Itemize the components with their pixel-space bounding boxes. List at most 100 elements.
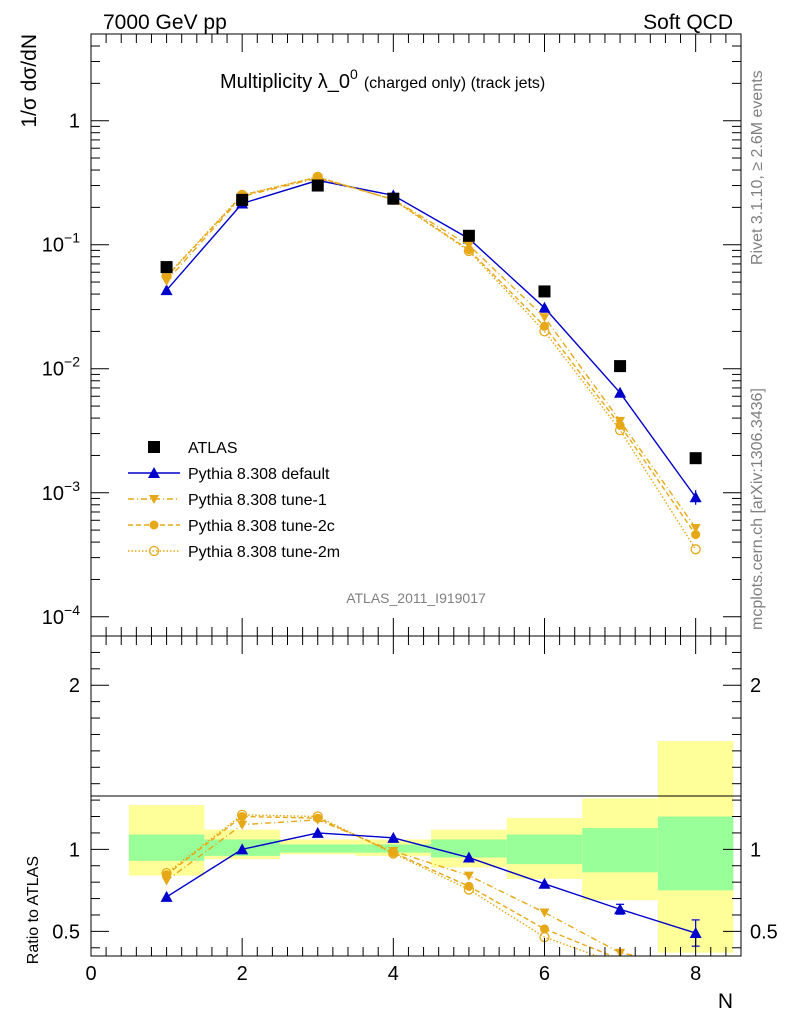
lower-axis-ticks <box>90 636 741 956</box>
ratio-point <box>539 924 549 934</box>
upper-ylabel: 1/σ dσ/dN <box>18 34 41 128</box>
ratio-point <box>463 884 475 895</box>
data-point <box>691 530 701 540</box>
data-point <box>539 326 550 337</box>
legend-label: Pythia 8.308 tune-2m <box>188 544 340 561</box>
ratio-tick-label-right: 1 <box>750 839 761 861</box>
data-point <box>538 301 551 313</box>
ratio-point <box>538 877 551 889</box>
y-tick-label: 10−1 <box>42 230 80 257</box>
legend-marker <box>148 467 160 478</box>
legend-marker <box>149 495 159 504</box>
mcplots-label: mcplots.cern.ch [arXiv:1306.3436] <box>749 388 766 630</box>
analysis-id: ATLAS_2011_I919017 <box>346 590 486 606</box>
data-point <box>387 192 400 205</box>
ratio-point <box>160 890 173 902</box>
ratio-point <box>539 908 550 918</box>
lower-tick-labels: 0.5 0.5 1 1 2 2 0 2 4 6 8 <box>52 675 778 985</box>
data-point <box>690 544 701 555</box>
energy-label: 7000 GeV pp <box>103 11 227 34</box>
ratio-tick-label: 0.5 <box>52 921 80 943</box>
upper-y-tick-labels: 1 10−1 10−2 10−3 10−4 <box>42 111 80 629</box>
lower-series-layer <box>160 809 702 956</box>
band-green <box>128 834 205 861</box>
title-small: (charged only) (track jets) <box>364 75 545 92</box>
ratio-point <box>311 826 324 838</box>
ratio-tick-label: 1 <box>69 839 80 861</box>
ratio-line <box>166 832 696 934</box>
legend: ATLAS Pythia 8.308 default Pythia 8.308 tu… <box>128 440 340 561</box>
upper-axis-ticks <box>90 33 741 636</box>
x-tick-label: 6 <box>539 963 550 985</box>
legend-label: ATLAS <box>188 440 238 457</box>
data-point <box>160 284 173 296</box>
ratio-tick-label: 2 <box>69 675 80 697</box>
legend-entry: Pythia 8.308 default <box>128 466 330 483</box>
rivet-label: Rivet 3.1.10, ≥ 2.6M events <box>749 70 766 265</box>
band-green <box>506 834 583 865</box>
x-tick-label: 2 <box>237 963 248 985</box>
ratio-point <box>237 809 248 821</box>
ratio-line <box>166 815 614 956</box>
x-tick-label: 0 <box>85 963 96 985</box>
data-point <box>462 229 475 242</box>
legend-entry: Pythia 8.308 tune-2m <box>128 544 340 561</box>
ratio-line <box>166 819 641 956</box>
data-point <box>313 172 323 182</box>
ratio-point <box>237 820 248 830</box>
y-tick-label: 10−3 <box>42 478 80 505</box>
x-axis-label: N <box>718 990 733 1013</box>
band-green <box>657 816 734 891</box>
data-point <box>614 424 626 436</box>
series-line <box>166 179 697 498</box>
y-tick-label: 1 <box>69 111 80 133</box>
band-green <box>279 844 356 853</box>
series-line <box>166 177 697 529</box>
x-tick-label: 8 <box>690 963 701 985</box>
data-point <box>689 452 702 465</box>
data-point <box>690 523 701 533</box>
process-label: Soft QCD <box>643 11 733 34</box>
legend-label: Pythia 8.308 tune-1 <box>188 492 327 509</box>
data-point <box>160 261 173 274</box>
title-sup: 0 <box>350 66 358 82</box>
uncertainty-bands <box>128 741 734 953</box>
data-point <box>162 272 172 282</box>
y-tick-label: 10−2 <box>42 354 80 381</box>
ratio-point <box>463 871 474 881</box>
ratio-point <box>161 867 172 879</box>
title-main: Multiplicity λ_0 <box>220 71 350 93</box>
upper-series-layer <box>160 171 702 555</box>
legend-entry: ATLAS <box>148 440 238 457</box>
ratio-point <box>236 843 249 855</box>
lower-frame <box>90 635 742 957</box>
plot-title: Multiplicity λ_00 (charged only) (track j… <box>220 66 545 93</box>
lower-ylabel: Ratio to ATLAS <box>25 856 42 964</box>
ratio-point <box>387 831 400 843</box>
ratio-point <box>388 848 399 859</box>
legend-label: Pythia 8.308 default <box>188 466 330 483</box>
series-line <box>166 176 697 550</box>
ratio-point <box>462 851 475 863</box>
data-point <box>463 245 475 257</box>
ratio-point <box>388 848 398 858</box>
data-point <box>614 360 627 373</box>
y-tick-label: 10−4 <box>42 602 80 629</box>
data-point <box>236 193 249 206</box>
legend-entry: Pythia 8.308 tune-1 <box>128 492 327 509</box>
legend-marker <box>149 520 159 530</box>
legend-marker <box>148 441 160 453</box>
data-point <box>614 386 627 398</box>
data-point <box>311 179 324 192</box>
ratio-tick-label-right: 0.5 <box>750 921 778 943</box>
data-point <box>538 285 551 298</box>
legend-marker <box>148 545 160 557</box>
ratio-point <box>312 811 323 822</box>
ratio-point <box>161 876 172 886</box>
legend-entry: Pythia 8.308 tune-2c <box>128 518 335 535</box>
legend-label: Pythia 8.308 tune-2c <box>188 518 335 535</box>
x-tick-label: 4 <box>388 963 399 985</box>
band-green <box>582 828 658 873</box>
ratio-tick-label-right: 2 <box>750 675 761 697</box>
